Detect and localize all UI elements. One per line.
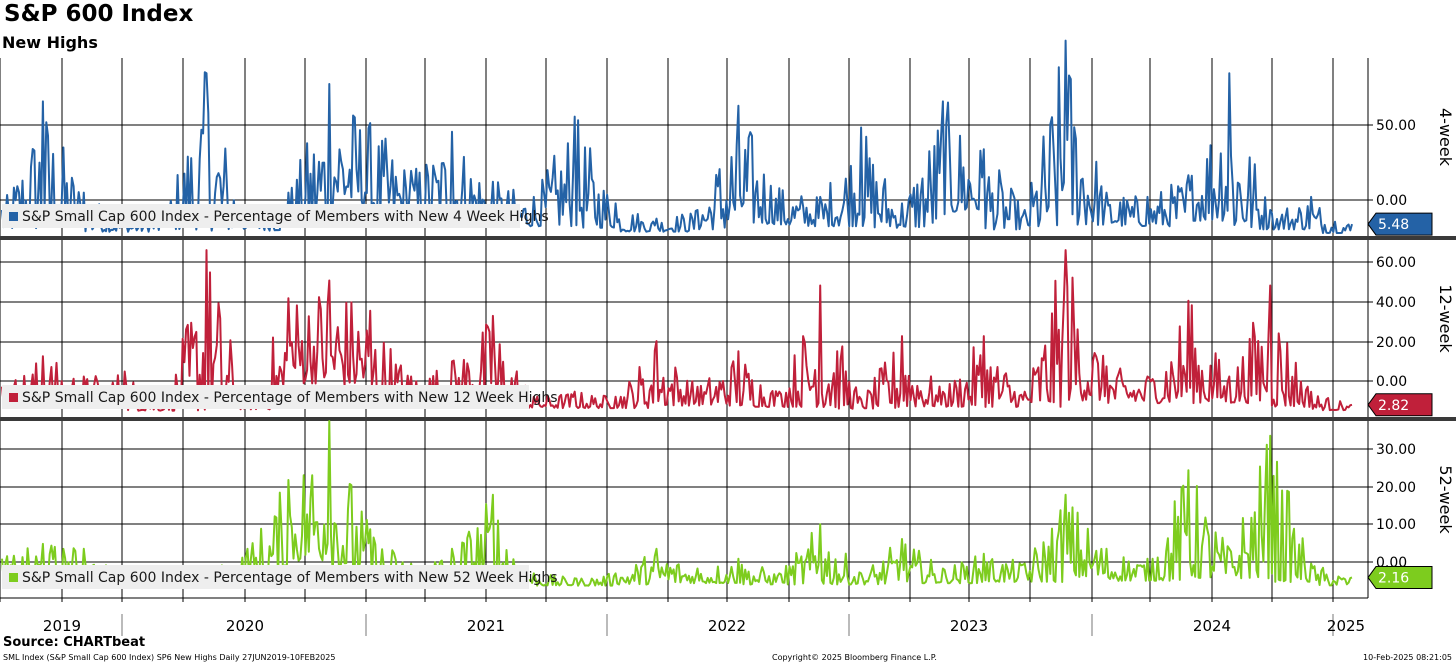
x-tick-label-2023: 2023 bbox=[950, 617, 988, 635]
y-tick-label-12-week: 20.00 bbox=[1376, 335, 1416, 351]
last-value-label-4-week: 5.48 bbox=[1378, 217, 1409, 233]
footer-timestamp: 10-Feb-2025 08:21:05 bbox=[1363, 653, 1452, 662]
panel-separator bbox=[0, 236, 1456, 240]
axis-layer: 2019 2020 2021 2022 2023 2024 2025 50.00 0.00 5.4… bbox=[43, 108, 1455, 635]
y-tick-label-52-week: 30.00 bbox=[1376, 442, 1416, 458]
x-tick-label-2019: 2019 bbox=[43, 617, 81, 635]
chart-subtitle: New Highs bbox=[2, 33, 98, 52]
y-tick-label-52-week: 20.00 bbox=[1376, 480, 1416, 496]
last-value-tag-4-week bbox=[1367, 212, 1433, 236]
source-note: Source: CHARTbeat bbox=[3, 635, 146, 650]
chart-title: S&P 600 Index bbox=[4, 1, 194, 27]
last-value-label-12-week: 2.82 bbox=[1378, 398, 1409, 414]
y-tick-label-12-week: 0.00 bbox=[1376, 374, 1407, 390]
x-tick-label-2022: 2022 bbox=[708, 617, 746, 635]
last-value-tag-12-week bbox=[1367, 393, 1433, 417]
legend-label-12-week: S&P Small Cap 600 Index - Percentage of … bbox=[22, 390, 558, 406]
legend-label-52-week: S&P Small Cap 600 Index - Percentage of … bbox=[22, 570, 558, 586]
y-tick-label-52-week: 10.00 bbox=[1376, 517, 1416, 533]
last-value-tag-52-week bbox=[1367, 566, 1433, 590]
panel-side-label-4-week: 4-week bbox=[1436, 108, 1455, 167]
y-tick-label-12-week: 40.00 bbox=[1376, 295, 1416, 311]
legend-swatch-12-week bbox=[9, 393, 18, 402]
legend-box-12-week bbox=[2, 385, 529, 409]
panel-side-label-12-week: 12-week bbox=[1436, 284, 1455, 353]
legend-swatch-52-week bbox=[9, 573, 18, 582]
series-line-12-week bbox=[1, 249, 1353, 412]
footer-copyright: Copyright© 2025 Bloomberg Finance L.P. bbox=[772, 653, 937, 662]
y-tick-label-4-week: 0.00 bbox=[1376, 193, 1407, 209]
y-tick-label-4-week: 50.00 bbox=[1376, 118, 1416, 134]
panel-side-label-52-week: 52-week bbox=[1436, 465, 1455, 534]
last-value-label-52-week: 2.16 bbox=[1378, 571, 1409, 587]
footer-ticker-info: SML Index (S&P Small Cap 600 Index) SP6 … bbox=[3, 653, 336, 662]
x-tick-label-2024: 2024 bbox=[1193, 617, 1231, 635]
x-tick-label-2020: 2020 bbox=[226, 617, 264, 635]
legend-swatch-4-week bbox=[9, 212, 18, 221]
y-tick-label-12-week: 60.00 bbox=[1376, 255, 1416, 271]
x-tick-label-2021: 2021 bbox=[467, 617, 505, 635]
series-line-4-week bbox=[1, 39, 1353, 234]
legend-box-4-week bbox=[2, 204, 520, 228]
panel-separator bbox=[0, 417, 1456, 421]
legend-box-52-week bbox=[2, 565, 529, 589]
legend-layer: S&P Small Cap 600 Index - Percentage of … bbox=[2, 204, 558, 589]
x-tick-label-2025: 2025 bbox=[1327, 617, 1365, 635]
legend-label-4-week: S&P Small Cap 600 Index - Percentage of … bbox=[22, 209, 549, 225]
grid-layer bbox=[0, 58, 1456, 636]
